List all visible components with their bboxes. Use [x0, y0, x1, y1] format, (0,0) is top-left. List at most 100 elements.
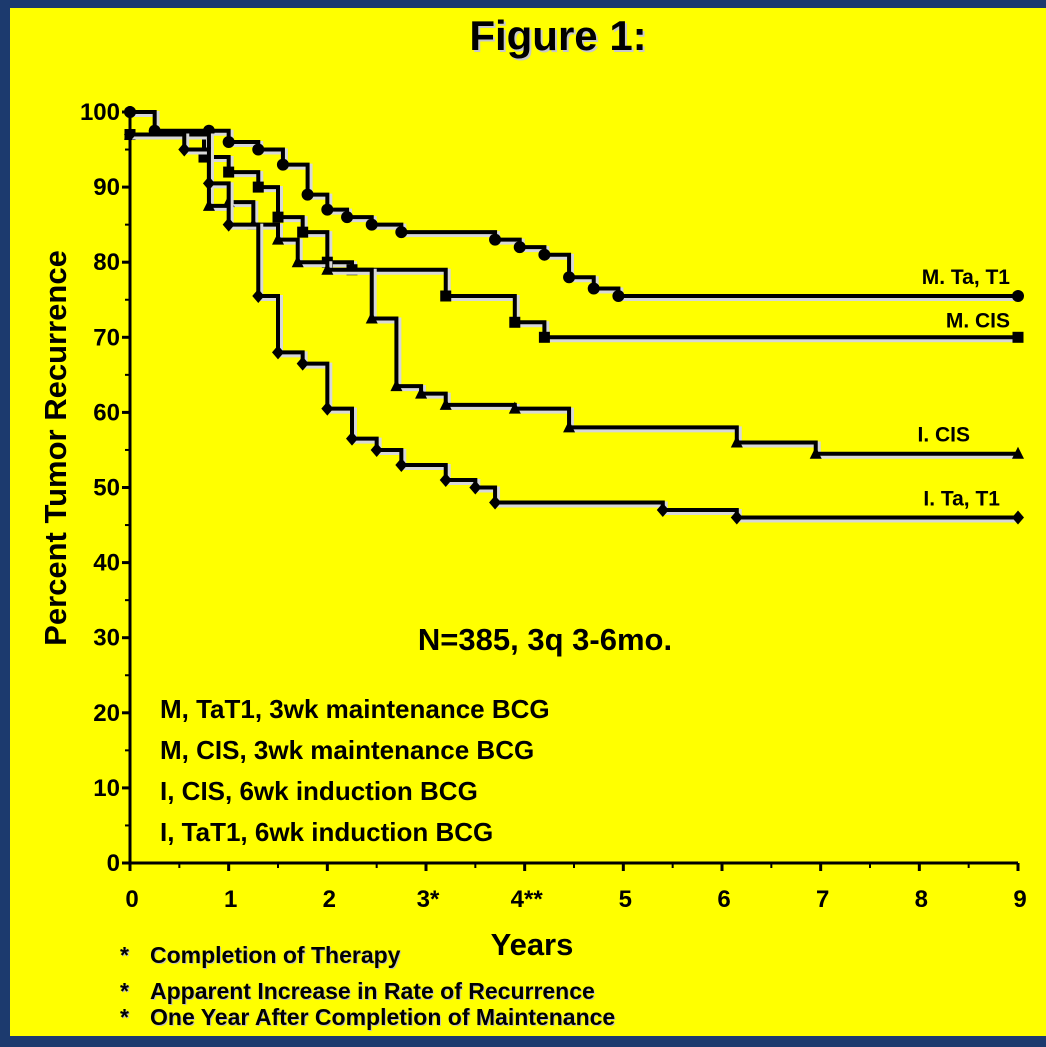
legend-line: I, CIS, 6wk induction BCG: [160, 776, 478, 806]
data-point-circle: [222, 136, 235, 149]
x-tick-label: 0: [125, 886, 138, 913]
footnote-2: * Apparent Increase in Rate of Recurrence: [120, 978, 595, 1004]
data-point-circle: [276, 158, 289, 171]
data-point-circle: [301, 188, 314, 201]
chart-axes: 0 10 20 30 40 50 60 70 80 90 100 0 1 2 3* 4** 5 6 7 8 9: [80, 99, 1027, 913]
data-point-triangle: [272, 232, 284, 245]
data-point-triangle: [809, 446, 822, 459]
data-point-diamond: [489, 495, 502, 510]
data-point-triangle: [321, 262, 334, 275]
data-point-square: [538, 331, 550, 343]
series-line: [130, 132, 1018, 340]
y-tick-label: 60: [93, 399, 120, 426]
data-point-diamond: [272, 345, 284, 360]
data-point-diamond: [321, 401, 334, 416]
chart-labels: Years Percent Tumor Recurrence M. Ta, T1 M.…: [38, 250, 1010, 962]
data-point-circle: [252, 143, 265, 156]
series-label: I. Ta, T1: [923, 488, 1000, 511]
y-tick-label: 40: [93, 550, 120, 577]
y-tick-label: 20: [93, 700, 120, 727]
data-point-diamond: [370, 442, 383, 457]
data-point-triangle: [439, 397, 452, 410]
series-label: I. CIS: [917, 424, 970, 447]
x-tick-label: 1: [224, 886, 237, 913]
legend-line: M, CIS, 3wk maintenance BCG: [160, 735, 534, 765]
data-point-circle: [587, 282, 600, 295]
data-point-diamond: [124, 127, 136, 142]
data-point-diamond: [296, 356, 309, 371]
y-tick-label: 80: [93, 249, 120, 276]
legend-line: I, TaT1, 6wk induction BCG: [160, 817, 493, 847]
data-point-square: [198, 151, 210, 163]
series-line-shadow: [132, 111, 1020, 301]
data-point-circle: [1012, 289, 1024, 302]
sample-size-annotation: N=385, 3q 3-6mo.: [418, 622, 672, 657]
series-line: [130, 110, 1018, 298]
data-point-diamond: [178, 142, 191, 157]
data-point-triangle: [365, 311, 378, 324]
data-point-diamond: [252, 288, 265, 303]
data-point-triangle: [1012, 446, 1024, 459]
data-point-square: [440, 290, 452, 302]
data-point-triangle: [202, 198, 215, 211]
x-tick-label: 5: [619, 886, 632, 913]
y-tick-label: 10: [93, 775, 120, 802]
data-point-circle: [365, 218, 378, 231]
series-label: M. Ta, T1: [922, 266, 1011, 289]
data-point-square: [1012, 331, 1024, 343]
y-tick-label: 70: [93, 324, 120, 351]
legend-line: M, TaT1, 3wk maintenance BCG: [160, 694, 550, 724]
data-point-square: [252, 181, 264, 193]
data-point-circle: [538, 248, 551, 261]
series-4: [124, 127, 1024, 525]
y-tick-label: 100: [80, 99, 120, 126]
data-point-circle: [489, 233, 502, 246]
footnote-1: * Completion of Therapy: [120, 942, 401, 968]
x-tick-label: 2: [323, 886, 336, 913]
series-line-shadow: [132, 133, 1020, 343]
x-tick-label: 7: [816, 886, 829, 913]
data-point-diamond: [346, 431, 358, 446]
data-point-diamond: [202, 176, 215, 191]
data-point-circle: [124, 106, 136, 118]
x-tick-label: 6: [717, 886, 730, 913]
data-point-triangle: [291, 255, 304, 268]
x-tick-label: 9: [1013, 886, 1026, 913]
data-point-triangle: [730, 435, 743, 448]
data-point-circle: [563, 271, 576, 284]
x-axis-title: Years: [491, 927, 574, 962]
data-point-diamond: [1012, 510, 1024, 525]
data-point-triangle: [563, 420, 576, 433]
series-label: M. CIS: [946, 309, 1010, 332]
data-point-diamond: [730, 510, 743, 525]
data-point-circle: [513, 241, 526, 254]
data-point-triangle: [390, 379, 403, 392]
data-point-diamond: [656, 503, 669, 518]
data-point-square: [272, 211, 284, 223]
data-point-diamond: [469, 480, 482, 495]
data-point-diamond: [439, 472, 452, 487]
series-1: [124, 106, 1024, 302]
data-point-diamond: [395, 457, 408, 472]
x-tick-label: 8: [915, 886, 928, 913]
y-axis-title: Percent Tumor Recurrence: [38, 250, 73, 646]
series-line-shadow: [132, 133, 1020, 523]
data-point-diamond: [222, 217, 235, 232]
series-line: [130, 132, 1018, 456]
chart-series: [124, 106, 1024, 525]
data-point-circle: [612, 289, 625, 302]
data-point-square: [509, 316, 521, 328]
y-tick-label: 50: [93, 475, 120, 502]
y-tick-label: 30: [93, 625, 120, 652]
data-point-circle: [321, 203, 334, 216]
x-tick-label: 4**: [511, 886, 544, 913]
data-point-triangle: [508, 401, 521, 414]
data-point-circle: [395, 226, 408, 239]
x-tick-label: 3*: [417, 886, 440, 913]
y-tick-label: 90: [93, 174, 120, 201]
data-point-square: [297, 226, 309, 238]
data-point-triangle: [415, 386, 428, 399]
y-tick-label: 0: [107, 850, 120, 877]
footnote-3: * One Year After Completion of Maintenanc…: [120, 1004, 616, 1030]
